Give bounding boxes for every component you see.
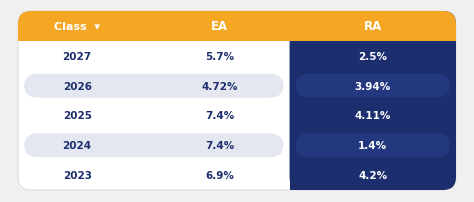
Text: 7.4%: 7.4% <box>205 111 234 121</box>
FancyBboxPatch shape <box>18 12 456 42</box>
Text: 3.94%: 3.94% <box>355 81 391 91</box>
Bar <box>290 12 373 190</box>
Text: 2023: 2023 <box>63 170 91 180</box>
FancyBboxPatch shape <box>290 12 456 190</box>
Text: 5.7%: 5.7% <box>205 52 234 62</box>
Text: 2026: 2026 <box>63 81 91 91</box>
Text: 4.72%: 4.72% <box>201 81 238 91</box>
Text: 6.9%: 6.9% <box>205 170 234 180</box>
Text: 2025: 2025 <box>63 111 91 121</box>
Text: 2027: 2027 <box>63 52 91 62</box>
Text: Class  ▾: Class ▾ <box>54 22 100 32</box>
FancyBboxPatch shape <box>24 134 283 157</box>
FancyBboxPatch shape <box>18 12 456 190</box>
Text: RA: RA <box>364 20 382 33</box>
Text: 7.4%: 7.4% <box>205 141 234 150</box>
FancyBboxPatch shape <box>296 74 450 98</box>
Text: EA: EA <box>211 20 228 33</box>
Text: 1.4%: 1.4% <box>358 141 387 150</box>
FancyBboxPatch shape <box>296 134 450 157</box>
FancyBboxPatch shape <box>24 74 283 98</box>
Text: 2.5%: 2.5% <box>358 52 387 62</box>
Text: 4.11%: 4.11% <box>355 111 391 121</box>
Text: 2024: 2024 <box>63 141 91 150</box>
Text: 4.2%: 4.2% <box>358 170 387 180</box>
Bar <box>18 27 456 42</box>
